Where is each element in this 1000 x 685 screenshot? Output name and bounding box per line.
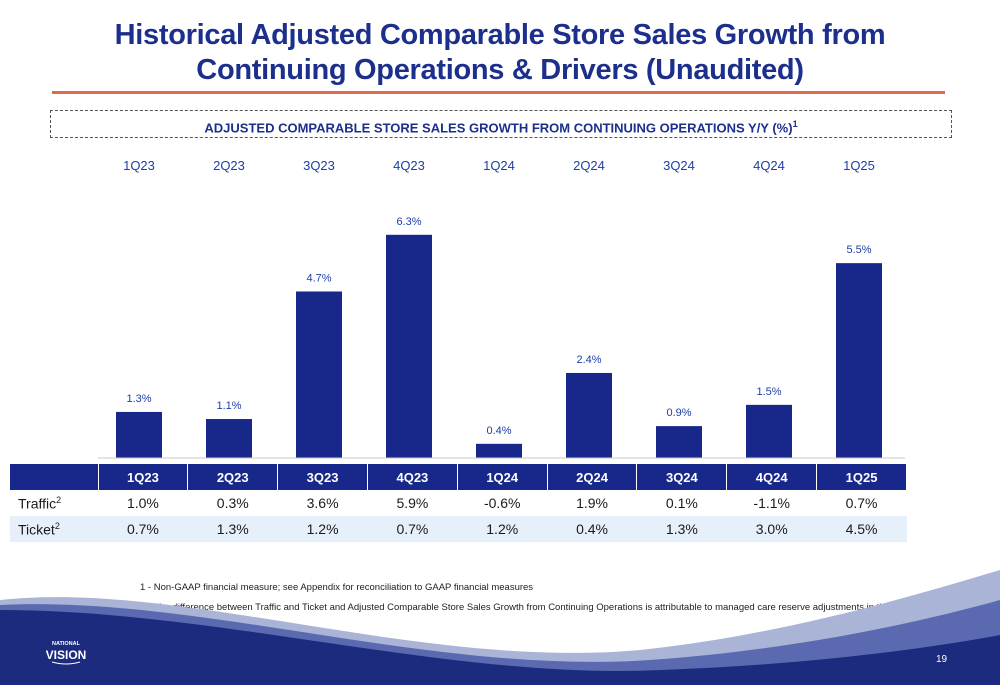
- logo-line1: NATIONAL: [52, 641, 81, 647]
- table-header-cell: 3Q23: [277, 464, 368, 490]
- table-header-row: 1Q23 2Q23 3Q23 4Q23 1Q24 2Q24 3Q24 4Q24 1Q25: [10, 464, 907, 490]
- data-label-4q24: 1.5%: [756, 386, 781, 398]
- footnote-marker: 2: [54, 520, 60, 531]
- data-label-4q23: 6.3%: [396, 216, 421, 228]
- data-label-2q23: 1.1%: [216, 400, 241, 412]
- page-number: 19: [936, 654, 948, 665]
- footnote-marker: 2: [56, 494, 62, 505]
- data-label-1q24: 0.4%: [486, 425, 511, 437]
- row-label: Ticket2: [10, 516, 98, 542]
- table-header-cell: 3Q24: [636, 464, 728, 490]
- table-cell: 1.0%: [126, 495, 159, 511]
- table-header-cell: 1Q24: [457, 464, 548, 490]
- table-cell: 3.6%: [306, 495, 339, 511]
- category-label-3q23: 3Q23: [303, 158, 335, 173]
- table-header-cell: 1Q23: [98, 464, 189, 490]
- drivers-table: 1Q23 2Q23 3Q23 4Q23 1Q24 2Q24 3Q24 4Q24 1Q25 Traf…: [10, 464, 907, 542]
- bar-chart: 1Q23 2Q23 3Q23 4Q23 1Q24 2Q24 3Q24 4Q24 1Q25 1.3…: [98, 158, 905, 459]
- chart-subtitle: ADJUSTED COMPARABLE STORE SALES GROWTH F…: [204, 120, 793, 136]
- bar-3q24: [656, 426, 702, 458]
- row-label-text: Ticket: [18, 521, 55, 538]
- table-cell: 1.3%: [187, 516, 278, 542]
- footer-wave: [0, 570, 1000, 685]
- table-row: Ticket2 0.7% 1.3% 1.2% 0.7% 1.2% 0.4% 1.3% 3.0% 4…: [10, 516, 907, 542]
- table-cell: 1.2%: [277, 516, 368, 542]
- table-cell: -0.6%: [483, 495, 521, 511]
- data-label-1q23: 1.3%: [126, 393, 151, 405]
- table-cell: 0.7%: [98, 516, 188, 542]
- page-title: Historical Adjusted Comparable Store Sal…: [114, 19, 886, 86]
- table-cell: 1.3%: [636, 516, 727, 542]
- table-cell: -1.1%: [753, 495, 790, 511]
- table-row: Traffic2 1.0% 0.3% 3.6% 5.9% -0.6% 1.9% 0.1% -1.…: [10, 490, 907, 516]
- category-label-1q23: 1Q23: [123, 158, 155, 173]
- category-label-1q25: 1Q25: [843, 158, 875, 173]
- table-cell: 0.7%: [845, 495, 878, 511]
- table-cell: 0.1%: [665, 495, 698, 511]
- table-cell: 1.9%: [576, 495, 609, 511]
- chart-subtitle-box: ADJUSTED COMPARABLE STORE SALES GROWTH F…: [50, 110, 952, 138]
- logo-line2: VISION: [46, 648, 86, 662]
- table-cell: 0.7%: [367, 516, 458, 542]
- table-cell: 3.0%: [726, 516, 817, 542]
- bar-1q24: [476, 443, 522, 458]
- table-cell: 0.3%: [216, 495, 249, 511]
- bar-2q24: [566, 372, 612, 458]
- table-cell: 5.9%: [396, 495, 429, 511]
- data-label-2q24: 2.4%: [576, 354, 601, 366]
- national-vision-logo: NATIONAL VISION: [46, 641, 86, 665]
- table-header-cell: 1Q25: [816, 464, 907, 490]
- footnote-1: 1 - Non-GAAP financial measure; see Appe…: [140, 582, 534, 593]
- category-label-2q23: 2Q23: [213, 158, 245, 173]
- table-header-cell: 4Q24: [726, 464, 818, 490]
- bar-1q23: [116, 411, 162, 458]
- data-label-3q23: 4.7%: [306, 272, 331, 284]
- category-label-2q24: 2Q24: [573, 158, 605, 173]
- data-label-3q24: 0.9%: [666, 407, 691, 419]
- table-cell: 1.2%: [457, 516, 548, 542]
- bar-4q23: [386, 234, 432, 458]
- bar-2q23: [206, 419, 252, 458]
- table-header-blank: [10, 464, 99, 490]
- title-divider: [52, 91, 945, 94]
- table-header-cell: 4Q23: [367, 464, 458, 490]
- category-label-4q24: 4Q24: [753, 158, 785, 173]
- table-header-cell: 2Q23: [187, 464, 279, 490]
- row-label-text: Traffic: [18, 495, 57, 512]
- bar-1q25: [836, 263, 882, 458]
- table-header-cell: 2Q24: [547, 464, 638, 490]
- row-label: Traffic2: [10, 490, 98, 516]
- data-label-1q25: 5.5%: [846, 244, 871, 256]
- table-cell: 0.4%: [547, 516, 637, 542]
- bar-3q23: [296, 291, 342, 458]
- table-cell: 4.5%: [816, 516, 907, 542]
- footnote-2: 2 - The difference between Traffic and T…: [140, 602, 919, 613]
- footnote-marker: 1: [792, 119, 798, 129]
- bar-4q24: [746, 404, 792, 458]
- category-label-3q24: 3Q24: [663, 158, 695, 173]
- category-label-4q23: 4Q23: [393, 158, 425, 173]
- category-label-1q24: 1Q24: [483, 158, 515, 173]
